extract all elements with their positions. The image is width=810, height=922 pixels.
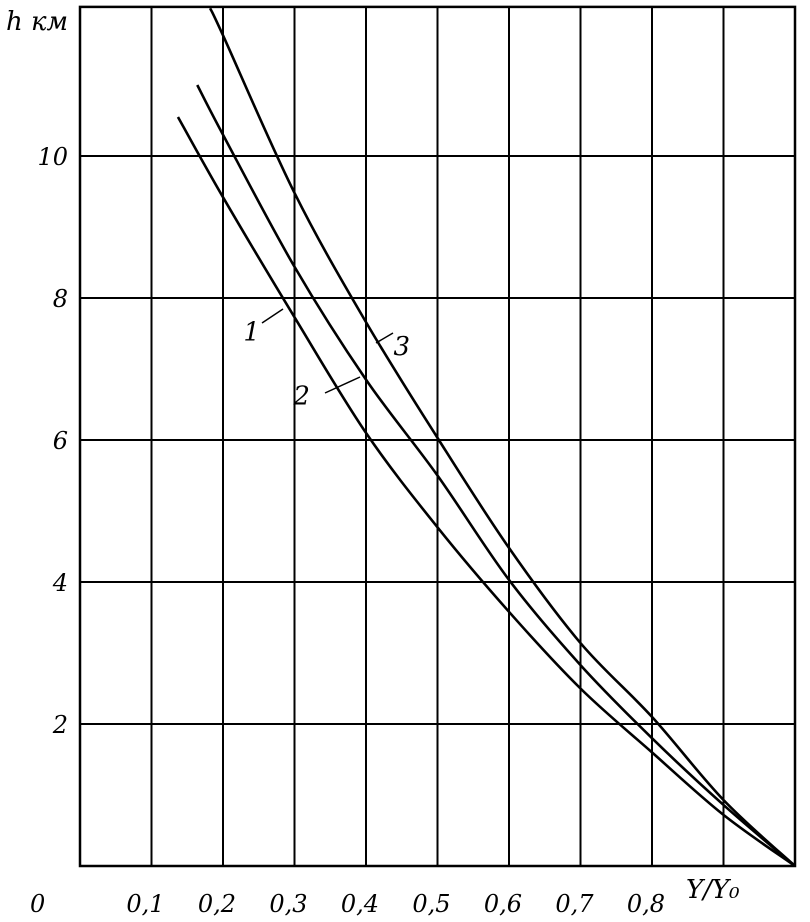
labels: 1 2 3	[243, 308, 410, 412]
y-tick-label: 10	[37, 143, 68, 171]
x-tick-label: 0,5	[412, 890, 450, 918]
x-tick-label: 0,2	[198, 890, 236, 918]
y-tick-label: 6	[53, 427, 68, 455]
curve-label-leader	[261, 308, 284, 324]
curve-label-3: 3	[393, 332, 410, 362]
curve-2	[196, 84, 796, 867]
curve-label-2: 2	[292, 382, 310, 412]
y-axis-label: h км	[6, 7, 68, 37]
x-tick-label: 0,8	[627, 890, 665, 918]
curves	[176, 7, 796, 868]
x-axis-label: Y/Y₀	[686, 875, 740, 905]
x-tick-label: 0,1	[126, 890, 164, 918]
grid: 2 4 6 8 10 0,1 0,2 0,3 0,4 0,5 0,6 0,7 0,8	[37, 5, 797, 918]
curve-label-leader	[375, 332, 394, 344]
origin-label: 0	[30, 890, 45, 918]
x-tick-label: 0,7	[555, 890, 594, 918]
x-tick-label: 0,4	[341, 890, 379, 918]
y-tick-label: 4	[52, 569, 68, 597]
y-tick-label: 2	[52, 711, 68, 739]
x-tick-label: 0,3	[269, 890, 307, 918]
x-tick-label: 0,6	[484, 890, 522, 918]
curve-label-1: 1	[243, 318, 260, 348]
curve-3	[208, 7, 796, 867]
curve-1	[176, 116, 796, 868]
y-tick-label: 8	[53, 285, 68, 313]
curve-label-leader	[324, 376, 361, 394]
